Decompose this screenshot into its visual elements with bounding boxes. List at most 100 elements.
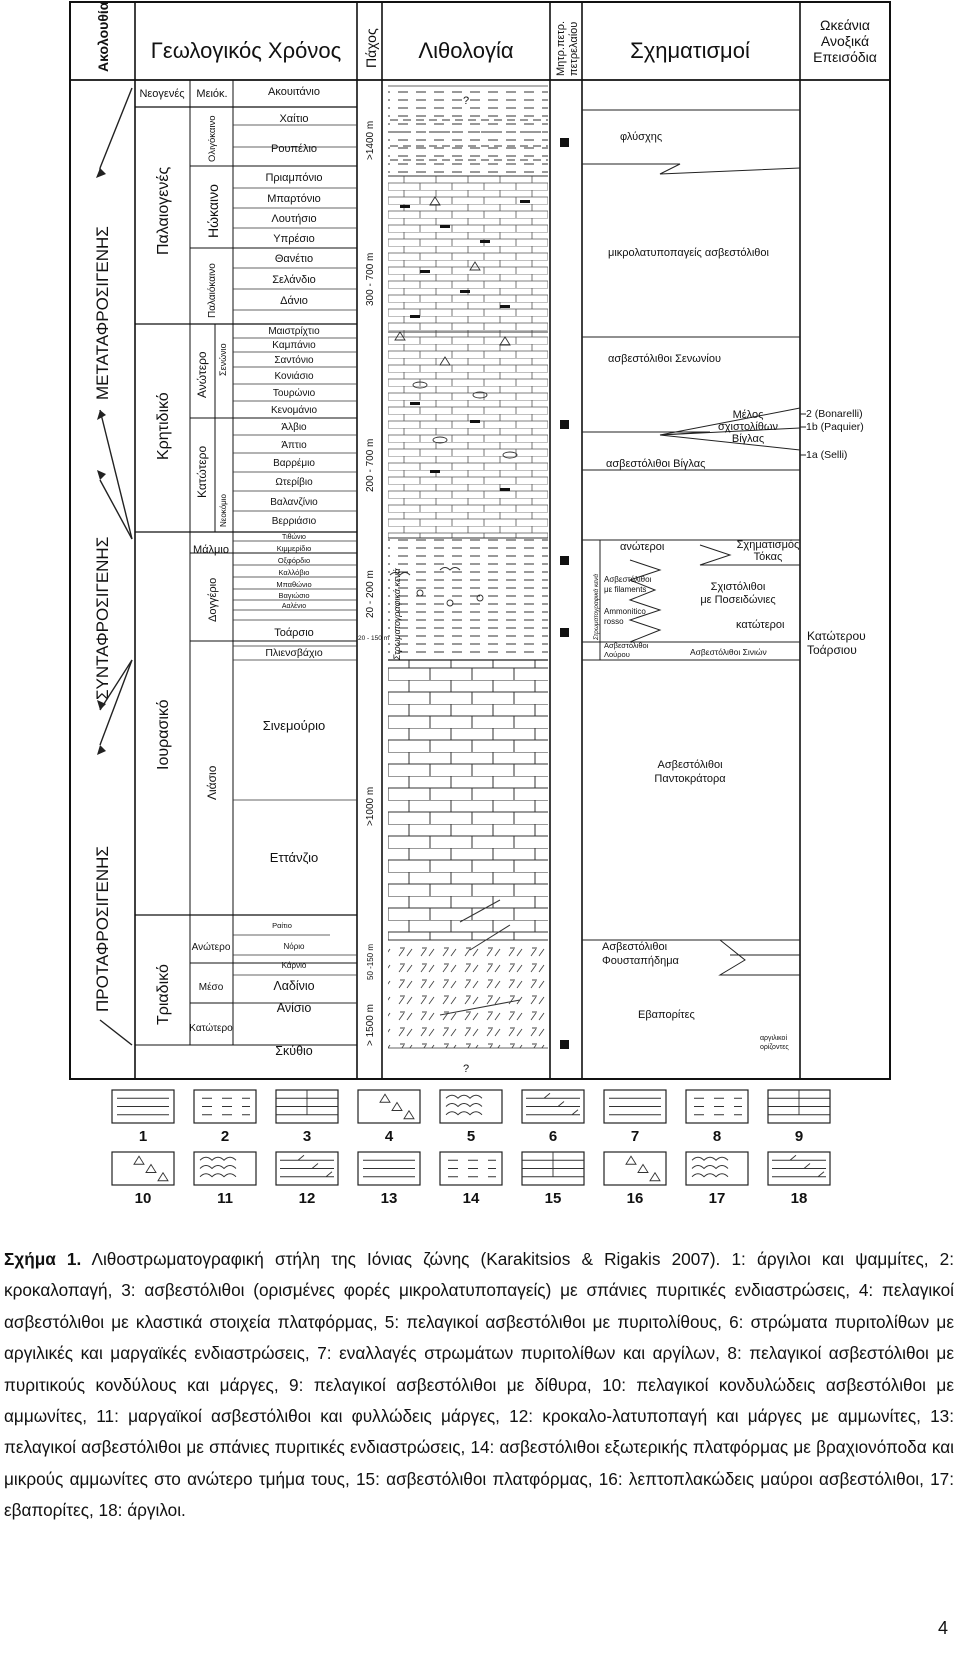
legend-number-8: 8 [713,1128,721,1145]
epoch-lias: Λιάσιο [205,765,219,800]
period-cretaceous: Κρητιδικό [155,392,172,460]
header-oceanic-2: Ανοξικά [821,33,869,49]
formation-ammonitico-2: rosso [604,617,624,626]
header-geologic-time: Γεωλογικός Χρόνος [151,38,341,63]
formation-gaps: Στρωματογραφικά κενά [592,574,600,641]
stage-chattian: Χαίτιο [279,113,308,125]
legend-box-5 [439,1089,503,1124]
formation-ammonitico-1: Ammonitico [604,607,646,616]
formation-vigla-member-3: Βίγλας [732,433,764,445]
stage-callovian: Καλλόβιο [279,568,310,577]
stage-carnian: Κάρνιο [282,961,307,970]
formation-foustapidima-2: Φουσταπήδημα [602,955,680,967]
stage-oxfordian: Οξφόρδιο [278,556,310,565]
stage-norian: Νόριο [283,942,305,951]
legend-box-1 [111,1089,175,1124]
formation-siniae: Ασβεστόλιθοι Σινιών [690,647,767,657]
stage-maastrichtian: Μαιστρίχτιο [268,325,320,337]
formation-lower: κατώτεροι [736,619,785,631]
formation-filaments-2: με filaments [604,585,646,594]
epoch-upper-cretaceous: Ανώτερο [195,351,209,398]
legend-number-7: 7 [631,1128,639,1145]
legend-number-18: 18 [791,1190,808,1207]
stage-priabonian: Πριαμπόνιο [265,172,322,184]
epoch-middle-triassic: Μέσο [199,981,224,993]
thickness-6: >1000 m [365,787,376,826]
stage-barremian: Βαρρέμιο [273,457,315,469]
legend-box-2 [193,1089,257,1124]
legend-box-6 [521,1089,585,1124]
legend-number-17: 17 [709,1190,726,1207]
oae-toarcian-1: Κατώτερου [807,629,866,643]
stage-albian: Άλβιο [281,422,307,433]
sequence-arrows [99,87,133,1046]
lithology-question-bottom: ? [463,1063,469,1075]
sequence-prerift: ΠΡΟΤΑΦΡΟΣΙΓΕΝΗΣ [93,846,112,1012]
thickness-2: 300 - 700 m [365,253,376,306]
epoch-oligocene: Ολιγόκαινο [207,115,218,162]
legend-number-3: 3 [303,1128,311,1145]
formation-evaporites: Εβαπορίτες [638,1009,695,1021]
caption-text: Λιθοστρωματογραφική στήλη της Ιόνιας ζών… [4,1249,955,1521]
period-paleogene: Παλαιογενές [155,166,172,255]
source-rock-markers [560,138,569,1049]
page-number: 4 [938,1618,949,1638]
oae-paquier: 1b (Paquier) [806,421,864,433]
stage-ypresian: Υπρέσιο [273,233,314,245]
oae-bonarelli: 2 (Bonarelli) [806,408,863,420]
sequence-metaorogenic: ΜΕΤΑΤΑΦΡΟΣΙΓΕΝΗΣ [93,226,112,400]
legend-number-1: 1 [139,1128,147,1145]
lithology-question-top: ? [463,95,469,107]
lithology-gaps-label: Στρωματογραφικά κενά [392,568,402,661]
stage-aalenian: Ααλένιο [282,602,306,610]
stage-sinemurian: Σινεμούριο [263,718,326,733]
epoch-eocene: Ηώκαινο [205,184,221,238]
header-formations: Σχηματισμοί [630,38,750,63]
formation-vigla-member-1: Μέλος [733,409,764,421]
period-neogene: Νεογενές [139,88,184,100]
thickness-4: 20 - 200 m [365,570,376,618]
header-oceanic-1: Ωκεάνια [820,17,870,33]
formation-pantokrator-2: Παντοκράτορα [654,773,726,785]
epoch-dogger: Δογγέριο [207,578,219,622]
legend-box-4 [357,1089,421,1124]
formation-senonian: ασβεστόλιθοι Σενωνίου [608,353,721,365]
legend-number-16: 16 [627,1190,644,1207]
formation-posidonia-2: με Ποσειδώνιες [700,594,775,606]
epoch-lower-cretaceous: Κατώτερο [195,446,209,498]
legend-box-8 [685,1089,749,1124]
legend-box-7 [603,1089,667,1124]
stage-valanginian: Βαλανζίνιο [270,496,318,508]
stage-lutetian: Λουτήσιο [271,213,316,225]
stage-danian: Δάνιο [280,295,308,307]
epoch-paleocene: Παλαιόκαινο [206,263,218,318]
stage-campanian: Καμπάνιο [272,339,316,351]
caption-label: Σχήμα 1. [4,1249,82,1269]
legend-number-13: 13 [381,1190,398,1207]
stage-aquitanian: Ακουιτάνιο [268,86,320,98]
legend-box-11 [193,1151,257,1186]
formation-louros-1: Ασβεστόλιθοι [604,641,649,650]
stage-turonian: Τουρώνιο [273,387,316,399]
legend-number-5: 5 [467,1128,475,1145]
legend-box-17 [685,1151,749,1186]
thickness-7: 50 -150 m [366,944,375,980]
legend-number-6: 6 [549,1128,557,1145]
legend-number-10: 10 [135,1190,152,1207]
legend: 1 2 3 4 5 6 7 8 910 11 12 13 14 15 16 17 18 [111,1089,831,1207]
epoch-malm: Μάλμιο [193,544,229,556]
formation-vigla-member-2: σχιστολίθων [718,421,779,433]
formation-vigla: ασβεστόλιθοι Βίγλας [606,458,705,470]
legend-number-11: 11 [217,1190,233,1207]
stage-bathonian: Μπαθώνιο [276,580,311,589]
thickness-5: 20 - 150 m [358,635,389,642]
thickness-8: > 1500 m [365,1004,376,1046]
stage-bajocian: Βαγιώσιο [278,591,309,600]
header-thickness: Πάχος [363,28,379,68]
stage-rupelian: Ρουπέλιο [271,143,317,155]
oae-toarcian-2: Τοάρσιου [807,643,857,657]
stage-cenomanian: Κενομάνιο [271,404,317,416]
header-lithology: Λιθολογία [418,38,513,63]
formation-posidonia-1: Σχιστόλιθοι [711,581,766,593]
stage-hettangian: Εττάνζιο [270,850,318,865]
